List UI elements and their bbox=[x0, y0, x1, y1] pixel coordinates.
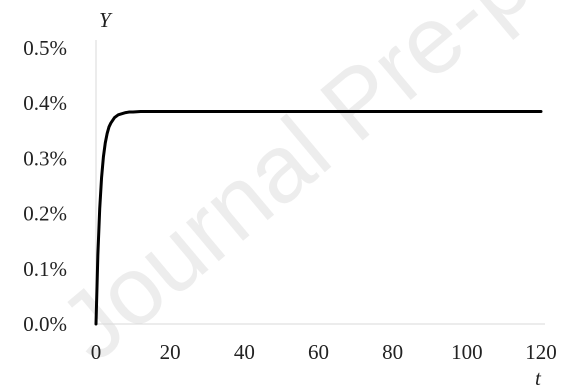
x-tick-label: 20 bbox=[160, 340, 181, 364]
y-tick-label: 0.2% bbox=[23, 202, 67, 226]
y-axis-title: Y bbox=[99, 8, 113, 32]
y-tick-labels: 0.0% 0.1% 0.2% 0.3% 0.4% 0.5% bbox=[23, 36, 67, 336]
series-line bbox=[94, 109, 543, 326]
x-tick-label: 120 bbox=[525, 340, 557, 364]
y-tick-label: 0.4% bbox=[23, 91, 67, 115]
x-tick-label: 60 bbox=[308, 340, 329, 364]
x-tick-labels: 0 20 40 60 80 100 120 bbox=[91, 340, 557, 364]
x-tick-label: 40 bbox=[234, 340, 255, 364]
series-group bbox=[94, 109, 543, 326]
y-tick-label: 0.5% bbox=[23, 36, 67, 60]
x-tick-label: 80 bbox=[382, 340, 403, 364]
y-tick-label: 0.0% bbox=[23, 312, 67, 336]
x-tick-label: 0 bbox=[91, 340, 102, 364]
y-tick-label: 0.1% bbox=[23, 257, 67, 281]
y-tick-label: 0.3% bbox=[23, 146, 67, 170]
x-tick-label: 100 bbox=[451, 340, 483, 364]
x-axis-title: t bbox=[535, 366, 542, 388]
